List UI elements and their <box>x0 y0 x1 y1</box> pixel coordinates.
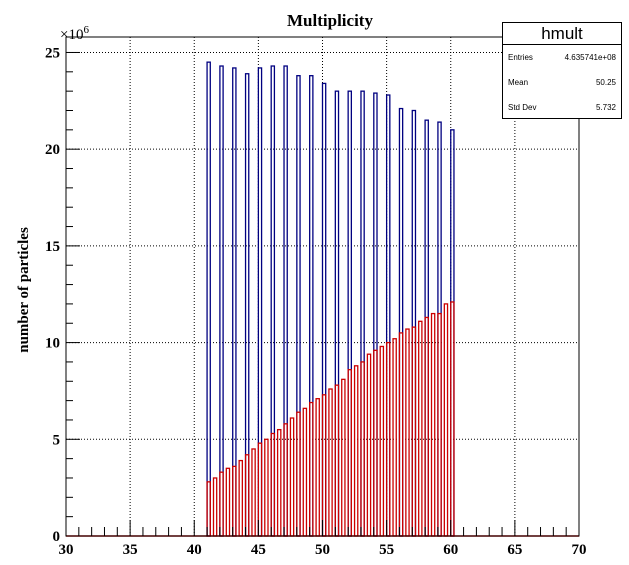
bars <box>206 61 455 537</box>
bar-subset <box>219 471 224 537</box>
bar-subset <box>321 394 327 537</box>
bar-subset <box>379 345 385 537</box>
y-tick-label: 5 <box>53 432 61 448</box>
bar-subset <box>385 341 391 537</box>
bar-subset <box>283 423 288 537</box>
bar-subset <box>392 338 397 537</box>
bar-subset <box>405 328 410 537</box>
x-tick-label: 55 <box>379 542 394 558</box>
bar-subset <box>398 332 404 537</box>
x-tick-label: 45 <box>251 542 266 558</box>
stats-box: hmult Entries 4.635741e+08 Mean 50.25 St… <box>502 22 622 119</box>
bar-subset <box>418 320 423 537</box>
x-tick-label: 65 <box>507 542 522 558</box>
bar-subset <box>225 467 231 537</box>
x-tick-label: 35 <box>123 542 138 558</box>
bar-subset <box>328 388 333 537</box>
bar-subset <box>430 312 436 537</box>
bar-subset <box>437 312 442 537</box>
bar-subset <box>411 326 417 537</box>
bar-total <box>219 65 224 537</box>
y-axis-title: number of particles <box>16 227 32 353</box>
bar-subset <box>244 454 250 537</box>
bar-subset <box>373 349 378 537</box>
stats-title: hmult <box>503 23 621 45</box>
bar-subset <box>251 448 256 537</box>
bar-subset <box>264 438 269 537</box>
y-tick-label: 20 <box>45 142 60 158</box>
x-tick-label: 70 <box>572 542 587 558</box>
bar-total <box>206 61 211 537</box>
bar-subset <box>353 365 359 537</box>
x-tick-label: 60 <box>443 542 458 558</box>
stats-value: 4.635741e+08 <box>564 53 616 62</box>
bar-subset <box>360 361 365 537</box>
stats-label: Entries <box>508 53 533 62</box>
bar-subset <box>443 303 449 537</box>
y-tick-label: 0 <box>53 529 61 545</box>
stats-row-stddev: Std Dev 5.732 <box>503 95 621 120</box>
bar-subset <box>270 432 276 537</box>
stats-label: Mean <box>508 78 529 87</box>
y-exponent-power: 6 <box>83 24 89 36</box>
bar-subset <box>276 428 282 537</box>
y-exponent-base: ×10 <box>60 27 83 43</box>
x-tick-label: 40 <box>187 542 202 558</box>
bar-subset <box>424 316 429 537</box>
bar-subset <box>212 477 218 537</box>
x-tick-label: 30 <box>59 542 74 558</box>
chart-title: Multiplicity <box>287 11 373 30</box>
bar-subset <box>366 353 372 537</box>
y-exponent-label: ×106 <box>60 24 89 43</box>
stats-row-mean: Mean 50.25 <box>503 70 621 95</box>
y-tick-label: 25 <box>45 45 60 61</box>
stats-value: 5.732 <box>595 103 616 112</box>
bar-subset <box>238 459 243 537</box>
bar-subset <box>334 384 340 537</box>
bar-subset <box>232 465 237 537</box>
axis-ticks: 30 35 40 45 50 55 60 65 70 0 5 10 15 20 25 <box>45 45 587 558</box>
bar-subset <box>315 398 320 537</box>
bar-subset <box>341 378 346 537</box>
bar-subset <box>296 411 301 537</box>
stats-value: 50.25 <box>595 78 616 87</box>
bar-subset <box>347 369 353 537</box>
y-tick-label: 10 <box>45 336 60 352</box>
stats-label: Std Dev <box>508 103 537 112</box>
x-tick-label: 50 <box>315 542 330 558</box>
y-tick-label: 15 <box>45 239 60 255</box>
bar-subset <box>309 401 314 537</box>
bar-subset <box>302 407 308 537</box>
bar-subset <box>289 417 295 537</box>
stats-row-entries: Entries 4.635741e+08 <box>503 45 621 70</box>
bar-subset <box>450 301 455 537</box>
